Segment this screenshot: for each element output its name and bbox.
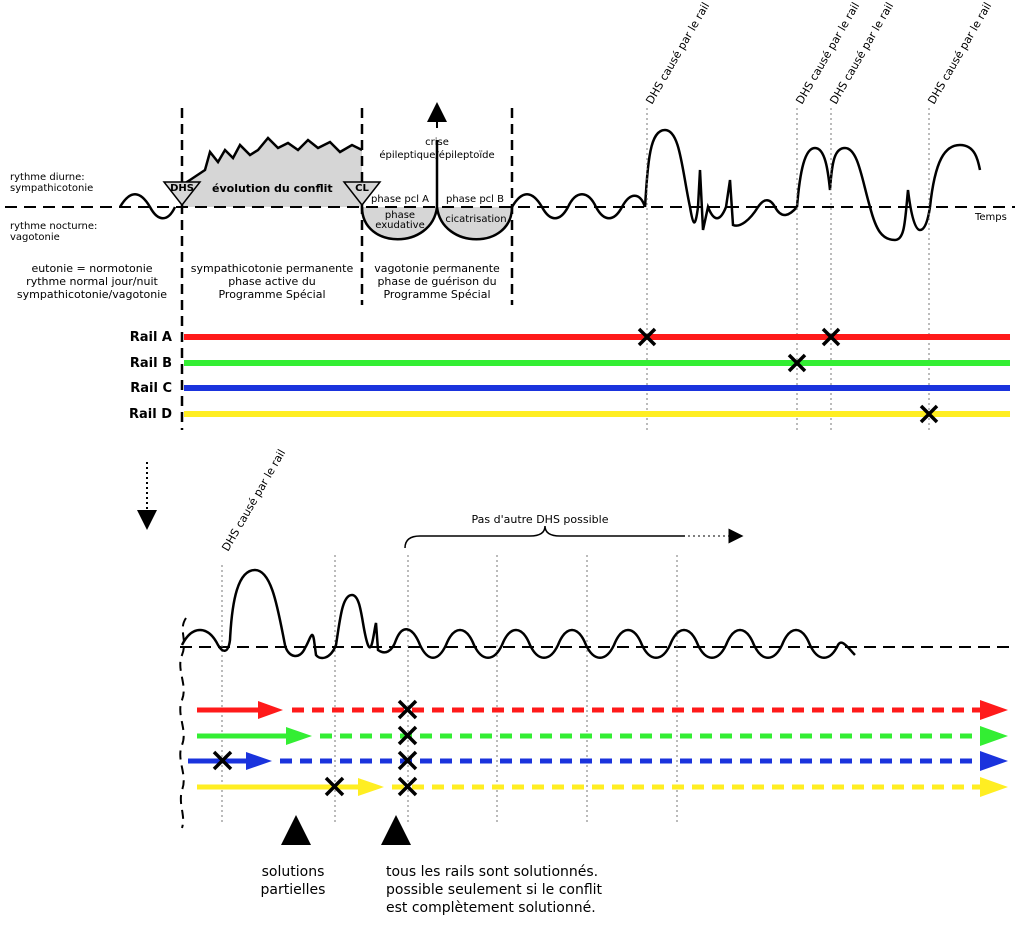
col1-line-1: eutonie = normotonie — [31, 262, 152, 275]
exsudative-label-1: phase — [385, 210, 415, 221]
dhs-rail-label-a2: DHS causé par le rail — [827, 0, 896, 106]
bottom-curve — [180, 568, 856, 660]
no-dhs-brace — [404, 525, 685, 549]
rail-c-label: Rail C — [130, 381, 172, 396]
cross-mark — [324, 776, 345, 797]
solutions-label-1: solutions — [262, 864, 325, 880]
rail-d-arrowhead — [358, 778, 384, 796]
phase-a-label: phase pcl A — [371, 194, 429, 205]
rail-a-curve — [643, 128, 798, 231]
rail-a-end-arrowhead — [980, 700, 1008, 720]
rail-a: Rail A — [130, 330, 1010, 345]
rail-a-label: Rail A — [130, 330, 172, 345]
rail-c: Rail C — [130, 381, 1010, 396]
tous-label-1: tous les rails sont solutionnés. — [386, 864, 598, 880]
col3-line-3: Programme Spécial — [383, 288, 490, 301]
col1-line-3: sympathicotonie/vagotonie — [17, 288, 167, 301]
top-diagram: DHS CL rythme diurne: sympathicotonie ry… — [5, 0, 1015, 430]
active-phase-shading — [182, 138, 362, 207]
cross-mark — [919, 404, 939, 424]
evolution-label: évolution du conflit — [212, 182, 333, 195]
bottom-rail-c — [188, 751, 1008, 771]
top-cross-marks — [637, 327, 939, 424]
no-dhs-label: Pas d'autre DHS possible — [472, 513, 609, 526]
bottom-rail-b — [197, 726, 1008, 746]
col2-line-2: phase active du — [228, 275, 316, 288]
nocturne-label-2: vagotonie — [10, 232, 60, 243]
dhs-rail-label-d: DHS causé par le rail — [925, 0, 994, 106]
rail-d: Rail D — [129, 407, 1010, 422]
rail-b: Rail B — [130, 356, 1010, 371]
crise-label-2: épileptique/épileptoïde — [379, 149, 494, 161]
dhs-marker-text: DHS — [170, 183, 194, 194]
cross-mark — [397, 699, 418, 720]
rail-b-label: Rail B — [130, 356, 172, 371]
col3-line-1: vagotonie permanente — [374, 262, 500, 275]
break-wave — [179, 617, 187, 829]
nocturne-label-1: rythme nocturne: — [10, 221, 97, 232]
cross-mark — [821, 327, 841, 347]
rail-a-arrowhead — [258, 701, 283, 719]
cross-mark — [397, 725, 418, 746]
diurne-label-2: sympathicotonie — [10, 183, 93, 194]
tous-label-2: possible seulement si le conflit — [386, 882, 603, 898]
cl-marker: CL — [342, 181, 382, 207]
crise-label-1: crise — [425, 137, 449, 148]
rail-b-curve — [795, 146, 932, 242]
cicatrisation-label: cicatrisation — [445, 214, 506, 225]
cross-mark — [212, 750, 233, 771]
col2-line-3: Programme Spécial — [218, 288, 325, 301]
diurne-label-1: rythme diurne: — [10, 172, 85, 183]
rail-d-end-arrowhead — [980, 777, 1008, 797]
bottom-rail-a — [197, 700, 1008, 720]
cross-mark — [397, 750, 418, 771]
cross-mark — [787, 353, 807, 373]
cross-mark — [637, 327, 657, 347]
dhs-marker: DHS — [162, 181, 202, 207]
col1-line-2: rythme normal jour/nuit — [26, 275, 158, 288]
rail-c-arrowhead — [246, 752, 272, 770]
dhs-rail-label-b: DHS causé par le rail — [793, 0, 862, 106]
healing-phase-shading — [362, 207, 512, 240]
bottom-cross-marks — [212, 699, 418, 797]
solutions-label-2: partielles — [261, 882, 326, 898]
eutonia-wave — [118, 193, 177, 220]
rail-c-end-arrowhead — [980, 751, 1008, 771]
healing-curve — [360, 140, 514, 241]
rail-d-label: Rail D — [129, 407, 172, 422]
phase-b-label: phase pcl B — [446, 194, 504, 205]
rail-b-arrowhead — [286, 727, 312, 745]
tous-label-3: est complètement solutionné. — [386, 900, 596, 916]
rail-b-end-arrowhead — [980, 726, 1008, 746]
rail-d-curve — [928, 143, 982, 208]
col3-line-2: phase de guérison du — [377, 275, 496, 288]
post-healing-wave — [510, 193, 647, 220]
cl-marker-text: CL — [355, 183, 369, 194]
cross-mark — [397, 776, 418, 797]
bottom-diagram: DHS causé par le rail Pas d'autre DHS po… — [179, 447, 1010, 916]
dhs-rail-label-a: DHS causé par le rail — [643, 0, 712, 106]
exsudative-label-2: exudative — [375, 220, 424, 231]
bottom-rail-d — [197, 777, 1008, 797]
temps-label: Temps — [974, 212, 1007, 223]
bottom-dhs-rail-label: DHS causé par le rail — [219, 447, 288, 553]
col2-line-1: sympathicotonie permanente — [191, 262, 354, 275]
active-phase-line — [181, 136, 363, 187]
